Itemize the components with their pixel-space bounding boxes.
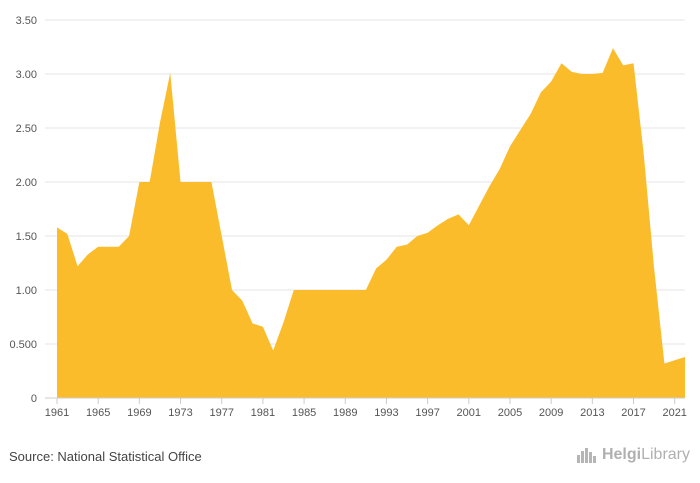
logo-text: HelgiLibrary [601, 446, 690, 463]
x-tick-label: 1965 [86, 407, 110, 419]
helgi-library-logo: HelgiLibrary [576, 446, 690, 464]
x-tick-label: 1973 [168, 407, 192, 419]
x-tick-label: 2005 [498, 407, 522, 419]
x-tick-label: 1997 [415, 407, 439, 419]
data-area [57, 48, 685, 398]
source-note: Source: National Statistical Office [9, 449, 202, 464]
x-tick-label: 2017 [621, 407, 645, 419]
x-tick-label: 1977 [209, 407, 233, 419]
x-tick-label: 1981 [251, 407, 275, 419]
x-tick-label: 1993 [374, 407, 398, 419]
y-tick-label: 2.00 [16, 177, 37, 189]
y-axis-ticks: 0 0.500 1.00 1.50 2.00 2.50 3.00 3.50 [9, 15, 37, 405]
y-tick-label: 0 [31, 393, 37, 405]
x-tick-label: 2013 [580, 407, 604, 419]
y-tick-label: 3.00 [16, 69, 37, 81]
city-skyline-icon [576, 448, 596, 463]
x-tick-label: 1961 [45, 407, 69, 419]
y-tick-label: 3.50 [16, 15, 37, 27]
x-tick-label: 2001 [457, 407, 481, 419]
x-axis-ticks: 1961 1965 1969 1973 1977 1981 1985 1989 1993 1997… [45, 398, 687, 419]
y-tick-label: 1.50 [16, 231, 37, 243]
y-tick-label: 0.500 [9, 339, 37, 351]
x-tick-label: 1989 [333, 407, 357, 419]
y-tick-label: 2.50 [16, 123, 37, 135]
x-tick-label: 1969 [127, 407, 151, 419]
x-tick-label: 2009 [539, 407, 563, 419]
x-tick-label: 2021 [662, 407, 686, 419]
x-tick-label: 1985 [292, 407, 316, 419]
y-tick-label: 1.00 [16, 285, 37, 297]
